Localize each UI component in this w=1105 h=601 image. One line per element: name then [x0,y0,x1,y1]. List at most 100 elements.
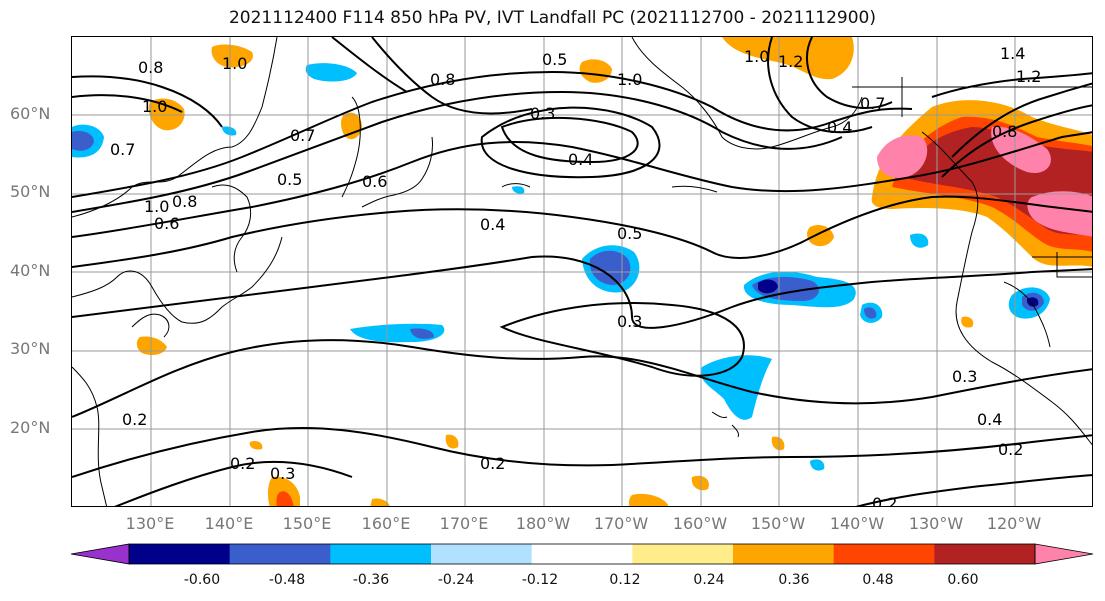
contour-label: 0.2 [230,454,255,473]
shading-layer [72,37,1092,506]
lon-label: 120°W [986,514,1042,533]
negative-anomaly-region [589,250,631,285]
lon-label: 150°W [750,514,806,533]
colorbar-swatch [733,544,835,564]
lat-label-40n: 40°N [10,261,51,280]
lon-label: 160°W [672,514,728,533]
lat-label-60n: 60°N [10,104,51,123]
positive-anomaly-region [877,135,928,178]
contour-label: 0.8 [172,192,197,211]
contour-label: 0.8 [992,122,1017,141]
colorbar-swatch [129,544,231,564]
plot-title: 2021112400 F114 850 hPa PV, IVT Landfall… [228,8,876,28]
contour-label: 0.8 [430,70,455,89]
contour-label: 0.6 [154,214,179,233]
negative-anomaly-region [410,328,434,339]
negative-anomaly-region [810,459,825,471]
negative-anomaly-region [910,233,929,248]
positive-anomaly-region [341,112,362,140]
contour-label: 0.5 [277,170,302,189]
lon-label: 150°E [282,514,332,533]
negative-anomaly-region [512,186,525,194]
contour-label: 0.8 [138,58,163,77]
lat-label-30n: 30°N [10,339,51,358]
positive-anomaly-region [276,491,294,506]
lat-label-20n: 20°N [10,418,51,437]
colorbar-tick-label: -0.48 [268,572,306,588]
colorbar-swatch [229,544,331,564]
colorbar-swatch [330,544,432,564]
positive-anomaly-region [249,440,263,450]
contour-label: 1.2 [1016,67,1041,86]
positive-anomaly-region [961,316,974,328]
positive-anomaly-region [148,98,185,131]
contour-label: 0.6 [362,172,387,191]
positive-anomaly-region [211,44,253,68]
colorbar-tick-label: 0.12 [609,572,641,588]
negative-anomaly-region [758,279,778,294]
colorbar-swatch [531,544,633,564]
lon-label: 140°W [829,514,885,533]
colorbar [70,543,1094,565]
contour-label: 0.3 [952,367,977,386]
positive-anomaly-region [691,475,709,491]
lon-label: 180°W [515,514,571,533]
contour-label: 0.3 [270,464,295,483]
contour-label: 0.2 [122,410,147,429]
positive-anomaly-region [579,59,612,83]
contour-label: 1.0 [222,54,247,73]
contour-label: 1.0 [142,97,167,116]
negative-anomaly-region [305,63,357,82]
colorbar-tick-label: 0.24 [693,572,725,588]
contour-label: 0.2 [998,440,1023,459]
pv-contours [72,37,1092,506]
contour-label: 0.7 [290,126,315,145]
positive-anomaly-region [445,434,459,449]
contour-label: 0.2 [480,454,505,473]
contour-label: 0.4 [977,410,1002,429]
contour-label: 0.4 [568,150,593,169]
contour-label: 1.0 [144,197,169,216]
positive-anomaly-region [370,498,390,506]
contour-labels: 0.8 1.0 0.7 1.0 0.8 0.6 0.5 0.7 0.6 0.8 … [110,44,1041,506]
lon-label: 130°W [908,514,964,533]
lon-label: 170°E [439,514,489,533]
lon-label: 140°E [204,514,254,533]
contour-label: 0.7 [110,140,135,159]
contour-label: 0.4 [480,215,505,234]
contour-label: 1.4 [1000,44,1025,63]
contour-label: 0.3 [617,312,642,331]
lon-label: 170°W [593,514,649,533]
map-canvas: 0.8 1.0 0.7 1.0 0.8 0.6 0.5 0.7 0.6 0.8 … [72,37,1092,506]
negative-anomaly-region [72,131,94,151]
positive-anomaly-region [628,493,668,506]
positive-anomaly-region [771,436,785,451]
colorbar-tick-label: -0.36 [352,572,390,588]
colorbar-swatch [431,544,533,564]
contour-label: 1.2 [778,52,803,71]
colorbar-tick-label: -0.12 [521,572,559,588]
positive-anomaly-region [722,37,854,80]
coastlines [72,37,1092,506]
map-panel: 0.8 1.0 0.7 1.0 0.8 0.6 0.5 0.7 0.6 0.8 … [71,36,1093,507]
lon-label: 160°E [361,514,411,533]
negative-anomaly-region [222,126,237,136]
colorbar-extend-low [70,543,130,565]
colorbar-tick-label: 0.36 [778,572,810,588]
lat-label-50n: 50°N [10,182,51,201]
contour-label: 1.0 [744,47,769,66]
contour-label: 0.7 [860,94,885,113]
colorbar-extend-high [1034,543,1094,565]
contour-label: 0.5 [617,224,642,243]
colorbar-frame [128,543,1036,565]
colorbar-tick-label: -0.24 [437,572,475,588]
negative-anomaly-region [864,307,877,319]
contour-label: 0.4 [827,118,852,137]
graticule [72,37,1092,506]
contour-label: 0.3 [530,104,555,123]
colorbar-tick-label: -0.60 [183,572,221,588]
contour-label: 0.5 [542,50,567,69]
colorbar-swatch [632,544,734,564]
positive-anomaly-region [1027,191,1092,237]
lon-label: 130°E [125,514,175,533]
